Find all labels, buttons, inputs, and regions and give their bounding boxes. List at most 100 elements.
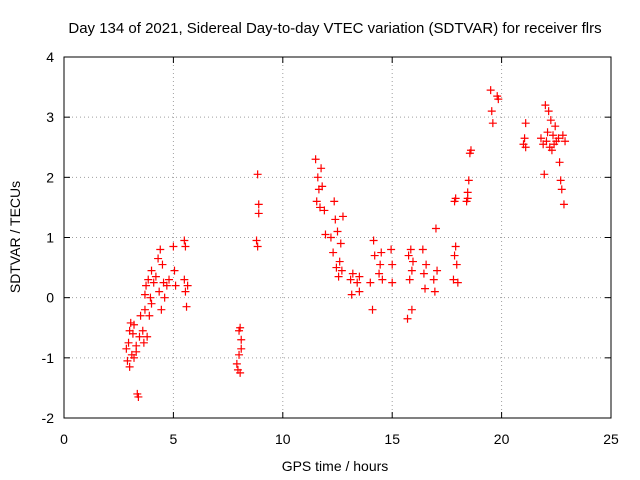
data-point <box>488 119 497 128</box>
data-point <box>154 254 163 263</box>
data-point <box>388 278 397 287</box>
data-point <box>130 353 139 362</box>
data-point <box>555 158 564 167</box>
data-point <box>451 194 460 203</box>
data-point <box>375 269 384 278</box>
data-point <box>422 260 431 269</box>
data-point <box>235 350 244 359</box>
data-point <box>123 356 132 365</box>
data-point <box>317 164 326 173</box>
x-tick-label: 20 <box>494 431 510 447</box>
data-point <box>549 131 558 140</box>
data-point <box>369 236 378 245</box>
data-point <box>520 134 529 143</box>
y-axis-label: SDTVAR / TECUs <box>7 181 23 293</box>
x-tick-label: 5 <box>170 431 178 447</box>
data-point <box>181 287 190 296</box>
data-point <box>181 242 190 251</box>
data-point <box>180 236 189 245</box>
data-point <box>347 290 356 299</box>
data-point <box>151 272 160 281</box>
data-point <box>419 269 428 278</box>
y-tick-label: 0 <box>46 290 54 306</box>
y-tick-label: -1 <box>42 350 55 366</box>
grid-lines <box>64 57 611 418</box>
data-point <box>315 203 324 212</box>
data-point <box>557 185 566 194</box>
data-point <box>418 245 427 254</box>
data-point <box>149 278 158 287</box>
y-tick-label: 4 <box>46 49 54 65</box>
data-point <box>408 257 417 266</box>
data-point <box>254 200 263 209</box>
data-point <box>541 101 550 110</box>
data-point <box>318 182 327 191</box>
axis-ticks: 0 5 10 15 20 25 -2 -1 0 1 2 3 4 <box>42 49 619 447</box>
y-tick-label: -2 <box>42 410 55 426</box>
data-point <box>143 332 152 341</box>
data-point <box>132 347 141 356</box>
data-point <box>312 197 321 206</box>
data-point <box>559 200 568 209</box>
data-point <box>406 245 415 254</box>
data-point <box>333 227 342 236</box>
data-point <box>158 260 167 269</box>
data-point <box>544 107 553 116</box>
data-point <box>170 266 179 275</box>
data-point <box>387 245 396 254</box>
data-point <box>556 176 565 185</box>
data-point <box>366 278 375 287</box>
data-point <box>348 269 357 278</box>
data-point <box>450 251 459 260</box>
data-point <box>165 275 174 284</box>
data-point <box>253 242 262 251</box>
data-point <box>463 194 472 203</box>
data-point <box>335 257 344 266</box>
data-point <box>407 266 416 275</box>
data-point <box>122 344 131 353</box>
data-point <box>486 86 495 95</box>
data-point <box>377 248 386 257</box>
data-point <box>558 131 567 140</box>
x-axis-label: GPS time / hours <box>282 458 389 474</box>
data-point <box>252 236 261 245</box>
data-point <box>449 275 458 284</box>
data-point <box>355 287 364 296</box>
data-point <box>134 392 143 401</box>
data-point <box>368 305 377 314</box>
data-point <box>453 278 462 287</box>
data-point <box>232 359 241 368</box>
data-point <box>331 215 340 224</box>
data-point <box>139 338 148 347</box>
data-point <box>236 368 245 377</box>
data-point <box>237 344 246 353</box>
data-point <box>547 146 556 155</box>
data-point <box>334 272 343 281</box>
data-point <box>388 260 397 269</box>
data-point <box>540 170 549 179</box>
data-point <box>147 266 156 275</box>
data-point <box>311 155 320 164</box>
data-point <box>451 242 460 251</box>
data-point <box>466 146 475 155</box>
data-point <box>180 275 189 284</box>
data-point <box>487 107 496 116</box>
data-points <box>122 86 570 401</box>
y-tick-label: 1 <box>46 230 54 246</box>
data-point <box>326 233 335 242</box>
data-point <box>452 260 461 269</box>
data-point <box>464 176 473 185</box>
data-point <box>140 305 149 314</box>
data-point <box>494 95 503 104</box>
data-point <box>546 116 555 125</box>
data-point <box>329 248 338 257</box>
x-tick-label: 10 <box>275 431 291 447</box>
data-point <box>124 338 133 347</box>
data-point <box>320 206 329 215</box>
data-point <box>346 275 355 284</box>
data-point <box>146 293 155 302</box>
data-point <box>429 275 438 284</box>
data-point <box>407 305 416 314</box>
y-tick-label: 3 <box>46 109 54 125</box>
